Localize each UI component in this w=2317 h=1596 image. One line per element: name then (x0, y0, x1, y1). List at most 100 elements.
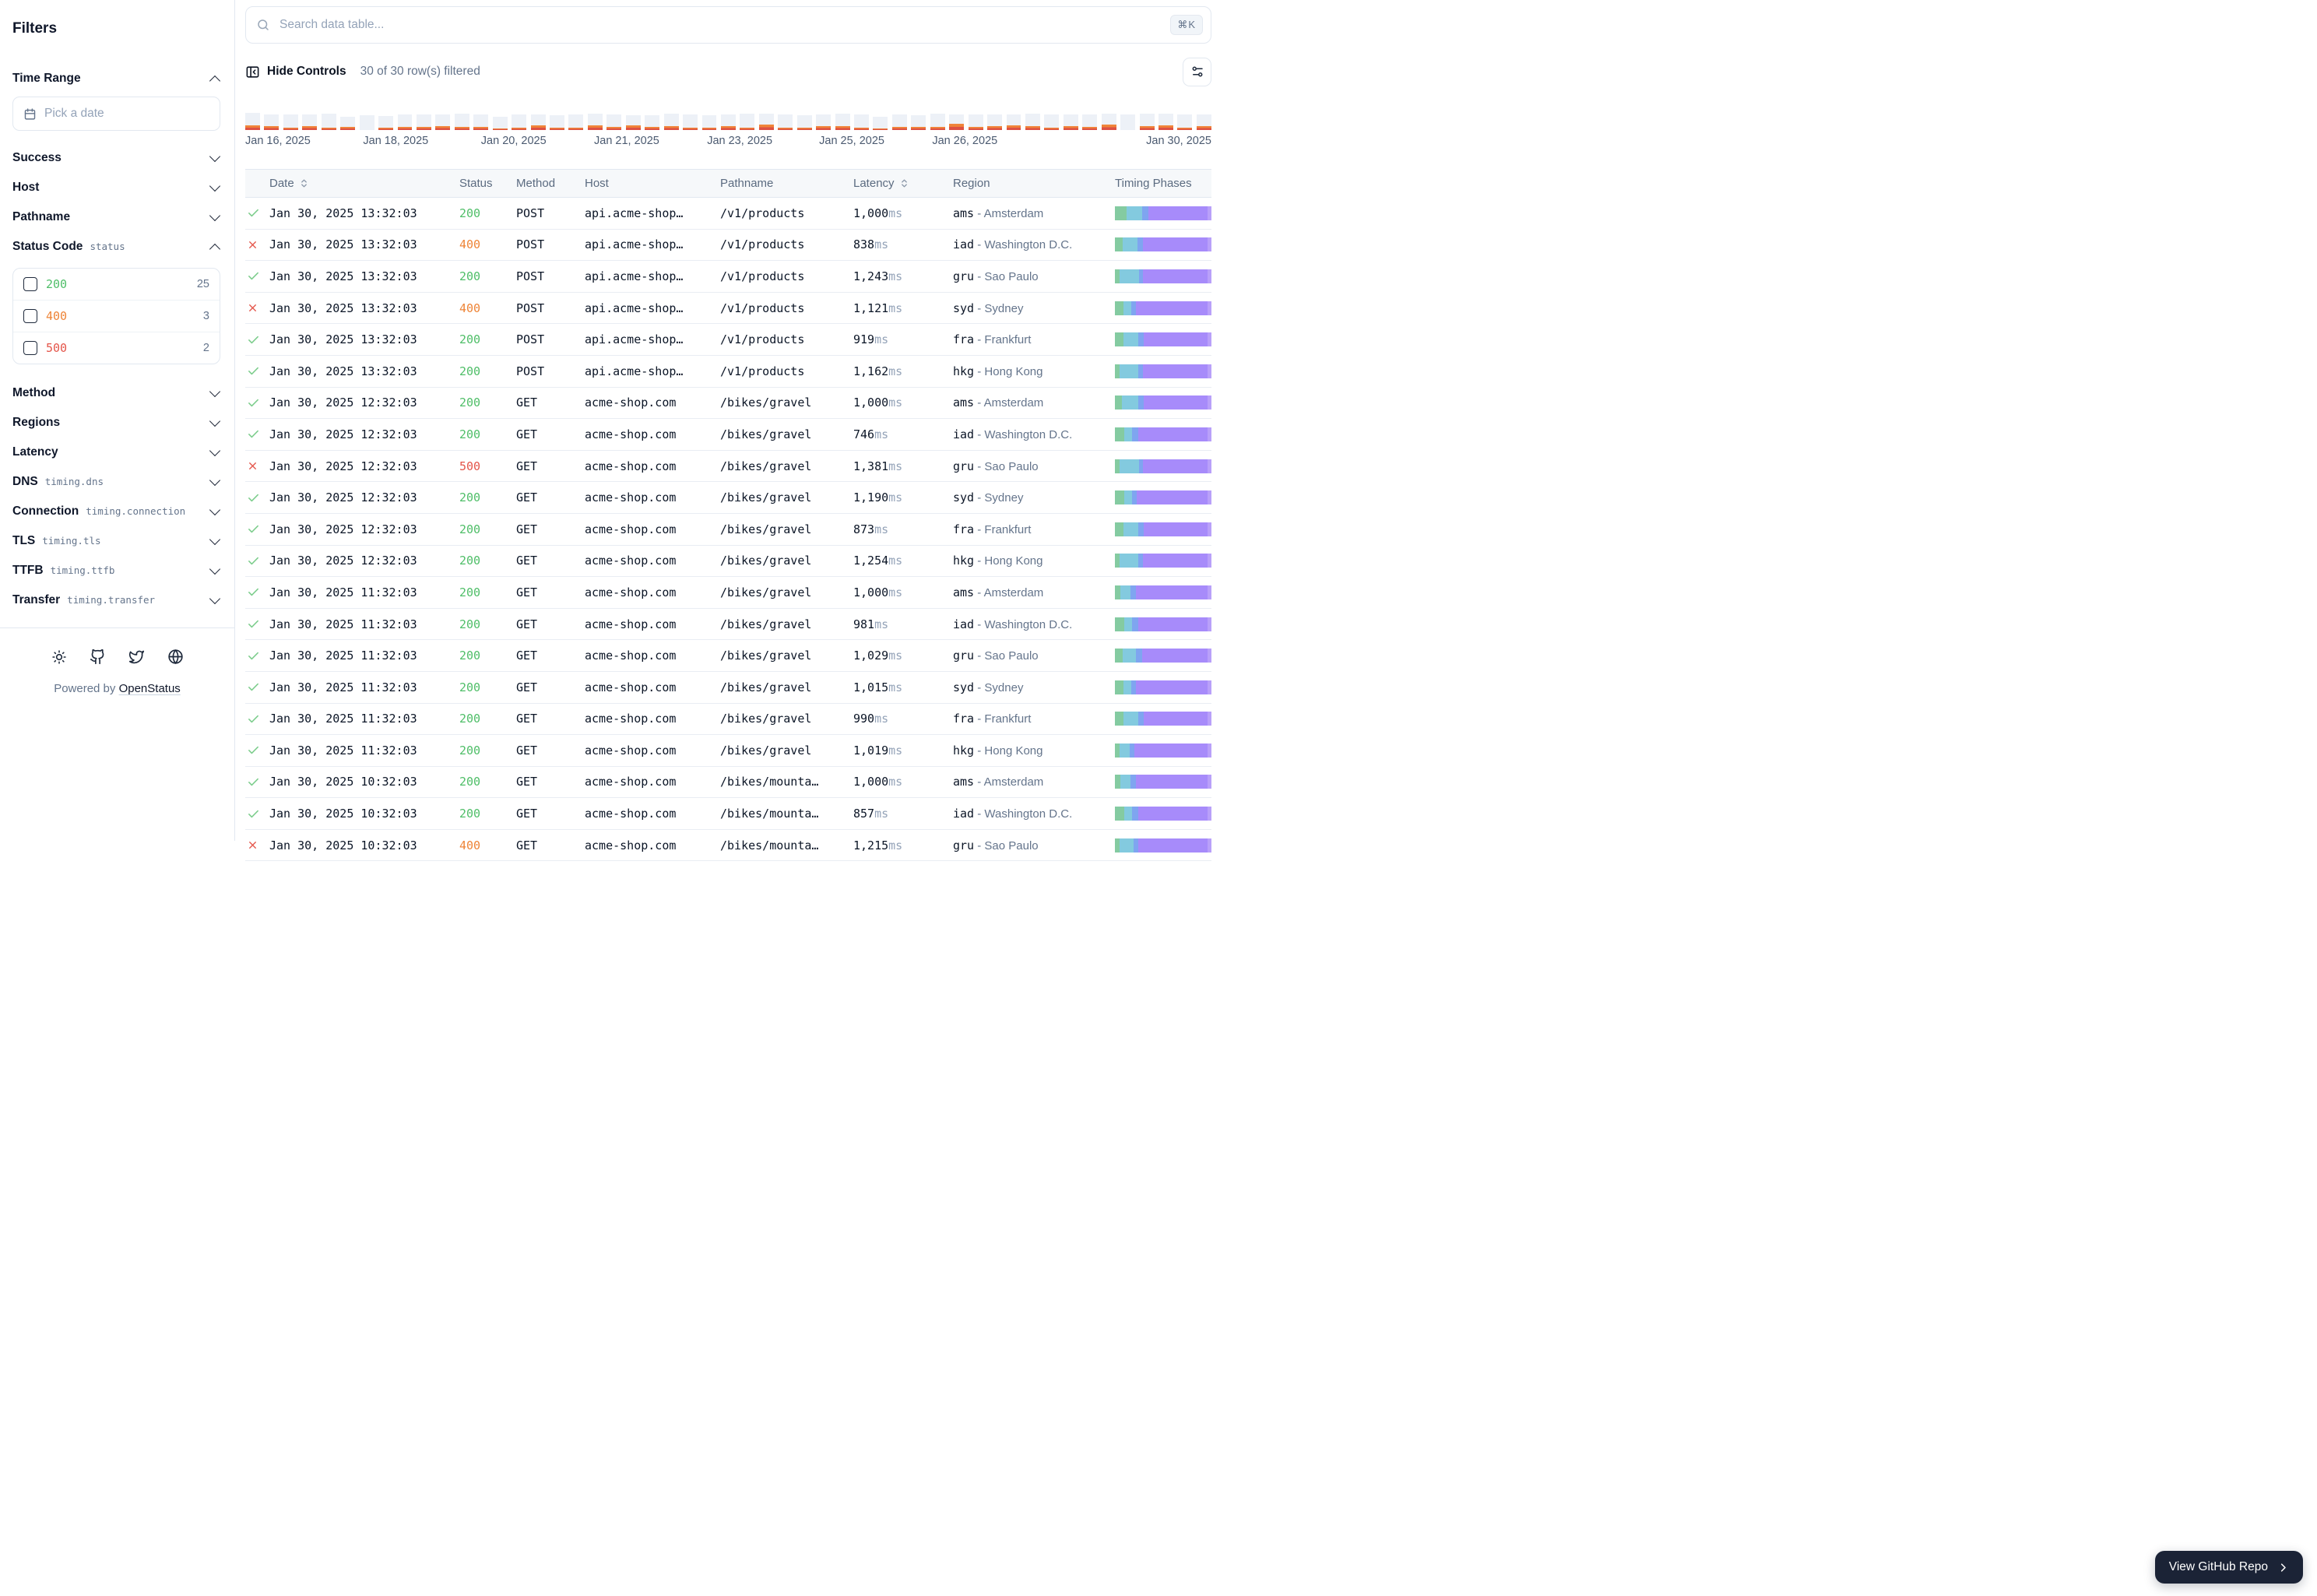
section-latency[interactable]: Latency (12, 438, 221, 467)
section-method[interactable]: Method (12, 378, 221, 408)
table-row[interactable]: Jan 30, 2025 12:32:03 200 GET acme-shop.com… (245, 419, 1211, 451)
activity-bar[interactable] (625, 115, 641, 130)
table-row[interactable]: Jan 30, 2025 11:32:03 200 GET acme-shop.com… (245, 704, 1211, 736)
section-time-range[interactable]: Time Range (12, 64, 221, 93)
activity-bar[interactable] (891, 114, 907, 130)
activity-bar[interactable] (606, 114, 622, 130)
twitter-icon[interactable] (128, 649, 145, 665)
date-picker-trigger[interactable]: Pick a date (12, 97, 220, 131)
column-header-region[interactable]: Region (953, 177, 1115, 190)
activity-bar[interactable] (949, 114, 965, 130)
checkbox[interactable] (23, 277, 37, 291)
openstatus-link[interactable]: OpenStatus (118, 682, 181, 695)
table-row[interactable]: Jan 30, 2025 10:32:03 200 GET acme-shop.com… (245, 798, 1211, 830)
activity-bar[interactable] (1082, 114, 1098, 130)
activity-bar[interactable] (568, 114, 584, 130)
column-header-latency[interactable]: Latency (853, 177, 953, 190)
activity-bar[interactable] (663, 114, 679, 130)
activity-bar[interactable] (397, 114, 413, 130)
section-success[interactable]: Success (12, 143, 221, 173)
globe-icon[interactable] (167, 649, 184, 665)
section-transfer[interactable]: Transfer timing.transfer (12, 585, 221, 615)
activity-bar[interactable] (245, 113, 260, 130)
section-pathname[interactable]: Pathname (12, 202, 221, 232)
activity-bar[interactable] (778, 114, 793, 130)
table-row[interactable]: Jan 30, 2025 13:32:03 200 POST api.acme-sho… (245, 324, 1211, 356)
activity-bar[interactable] (264, 114, 280, 130)
activity-bar[interactable] (340, 117, 356, 130)
view-options-button[interactable] (1183, 57, 1211, 86)
activity-bar[interactable] (911, 115, 926, 130)
activity-bar[interactable] (720, 114, 736, 130)
activity-bar[interactable] (378, 116, 393, 130)
activity-bar[interactable] (1101, 114, 1116, 130)
activity-bar[interactable] (512, 114, 527, 130)
table-row[interactable]: Jan 30, 2025 10:32:03 200 GET acme-shop.com… (245, 767, 1211, 799)
column-header-pathname[interactable]: Pathname (720, 177, 853, 190)
activity-bar[interactable] (1006, 114, 1021, 130)
activity-bar[interactable] (435, 114, 451, 130)
table-row[interactable]: Jan 30, 2025 13:32:03 400 POST api.acme-sho… (245, 293, 1211, 325)
activity-bar[interactable] (1139, 114, 1155, 130)
section-tls[interactable]: TLS timing.tls (12, 526, 221, 556)
activity-bar[interactable] (645, 115, 660, 130)
column-header-status[interactable]: Status (459, 177, 516, 190)
column-header-host[interactable]: Host (585, 177, 720, 190)
activity-bar[interactable] (321, 114, 336, 130)
activity-bar[interactable] (1120, 114, 1136, 130)
section-regions[interactable]: Regions (12, 408, 221, 438)
table-row[interactable]: Jan 30, 2025 11:32:03 200 GET acme-shop.com… (245, 640, 1211, 672)
checkbox[interactable] (23, 309, 37, 323)
hide-controls-button[interactable]: Hide Controls (245, 65, 346, 79)
activity-bar[interactable] (816, 114, 832, 130)
activity-bar[interactable] (1063, 114, 1078, 130)
section-connection[interactable]: Connection timing.connection (12, 497, 221, 526)
table-row[interactable]: Jan 30, 2025 13:32:03 200 POST api.acme-sho… (245, 356, 1211, 388)
activity-bar[interactable] (683, 114, 698, 130)
view-github-repo-button[interactable]: View GitHub Repo (2154, 1551, 2303, 1584)
status-option-400[interactable]: 400 3 (13, 300, 220, 332)
table-row[interactable]: Jan 30, 2025 12:32:03 200 GET acme-shop.com… (245, 546, 1211, 578)
activity-bar[interactable] (758, 114, 774, 130)
activity-bar[interactable] (416, 114, 431, 130)
activity-bar[interactable] (454, 114, 469, 130)
column-header-method[interactable]: Method (516, 177, 585, 190)
activity-bar[interactable] (968, 114, 983, 130)
section-host[interactable]: Host (12, 173, 221, 202)
table-row[interactable]: Jan 30, 2025 11:32:03 200 GET acme-shop.com… (245, 672, 1211, 704)
section-dns[interactable]: DNS timing.dns (12, 467, 221, 497)
activity-bar[interactable] (854, 114, 869, 130)
table-row[interactable]: Jan 30, 2025 13:32:03 200 POST api.acme-sho… (245, 261, 1211, 293)
activity-bar[interactable] (1158, 114, 1173, 130)
status-option-200[interactable]: 200 25 (13, 269, 220, 300)
table-row[interactable]: Jan 30, 2025 11:32:03 200 GET acme-shop.com… (245, 735, 1211, 767)
table-row[interactable]: Jan 30, 2025 12:32:03 200 GET acme-shop.com… (245, 514, 1211, 546)
table-row[interactable]: Jan 30, 2025 13:32:03 200 POST api.acme-sho… (245, 198, 1211, 230)
activity-bar[interactable] (302, 114, 318, 130)
activity-bar[interactable] (701, 115, 717, 130)
activity-bar[interactable] (1044, 114, 1060, 130)
table-row[interactable]: Jan 30, 2025 13:32:03 400 POST api.acme-sho… (245, 230, 1211, 262)
column-header-timing-phases[interactable]: Timing Phases (1115, 177, 1211, 190)
activity-bar[interactable] (587, 114, 603, 130)
table-row[interactable]: Jan 30, 2025 11:32:03 200 GET acme-shop.com… (245, 609, 1211, 641)
activity-bar[interactable] (930, 114, 945, 130)
activity-bar[interactable] (550, 115, 564, 130)
activity-bar[interactable] (530, 114, 546, 130)
theme-toggle-icon[interactable] (51, 649, 67, 665)
activity-bar[interactable] (492, 117, 508, 130)
activity-bar[interactable] (283, 114, 298, 130)
table-row[interactable]: Jan 30, 2025 10:32:03 400 GET acme-shop.com… (245, 830, 1211, 862)
activity-bar[interactable] (873, 117, 888, 130)
column-header-date[interactable]: Date (269, 177, 459, 190)
activity-bar[interactable] (796, 115, 812, 130)
activity-bar[interactable] (1025, 114, 1040, 130)
table-row[interactable]: Jan 30, 2025 12:32:03 200 GET acme-shop.com… (245, 388, 1211, 420)
activity-bar[interactable] (835, 114, 850, 130)
checkbox[interactable] (23, 341, 37, 355)
sort-icon[interactable] (299, 178, 309, 188)
activity-bar[interactable] (987, 114, 1002, 130)
sort-icon[interactable] (899, 178, 909, 188)
activity-bar[interactable] (473, 114, 489, 130)
activity-bar[interactable] (740, 114, 755, 130)
